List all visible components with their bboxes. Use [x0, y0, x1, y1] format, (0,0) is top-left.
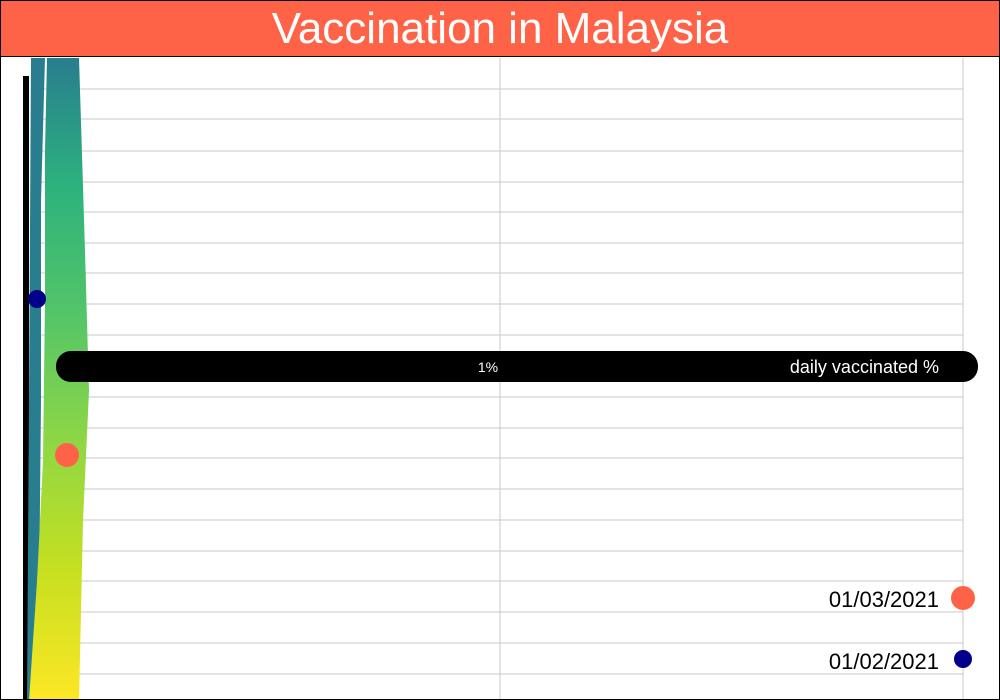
x-tick-label: 1% — [478, 359, 498, 375]
ribbon-left-stripe — [27, 58, 45, 699]
y-axis-strip — [23, 76, 29, 699]
x-axis-label: daily vaccinated % — [790, 357, 939, 377]
chart-title-bar: Vaccination in Malaysia — [1, 1, 999, 57]
legend-label-0301: 01/03/2021 — [829, 587, 939, 612]
x-axis-bar — [56, 351, 978, 382]
ribbon-main — [29, 58, 89, 699]
data-point-0301 — [55, 443, 79, 467]
legend-marker-0201 — [954, 650, 972, 668]
chart-title: Vaccination in Malaysia — [271, 3, 729, 53]
horizontal-gridlines — [31, 88, 963, 675]
legend: 01/03/2021 01/02/2021 — [829, 586, 975, 674]
legend-label-0201: 01/02/2021 — [829, 649, 939, 674]
legend-marker-0301 — [951, 586, 975, 610]
data-point-0201 — [28, 290, 46, 308]
